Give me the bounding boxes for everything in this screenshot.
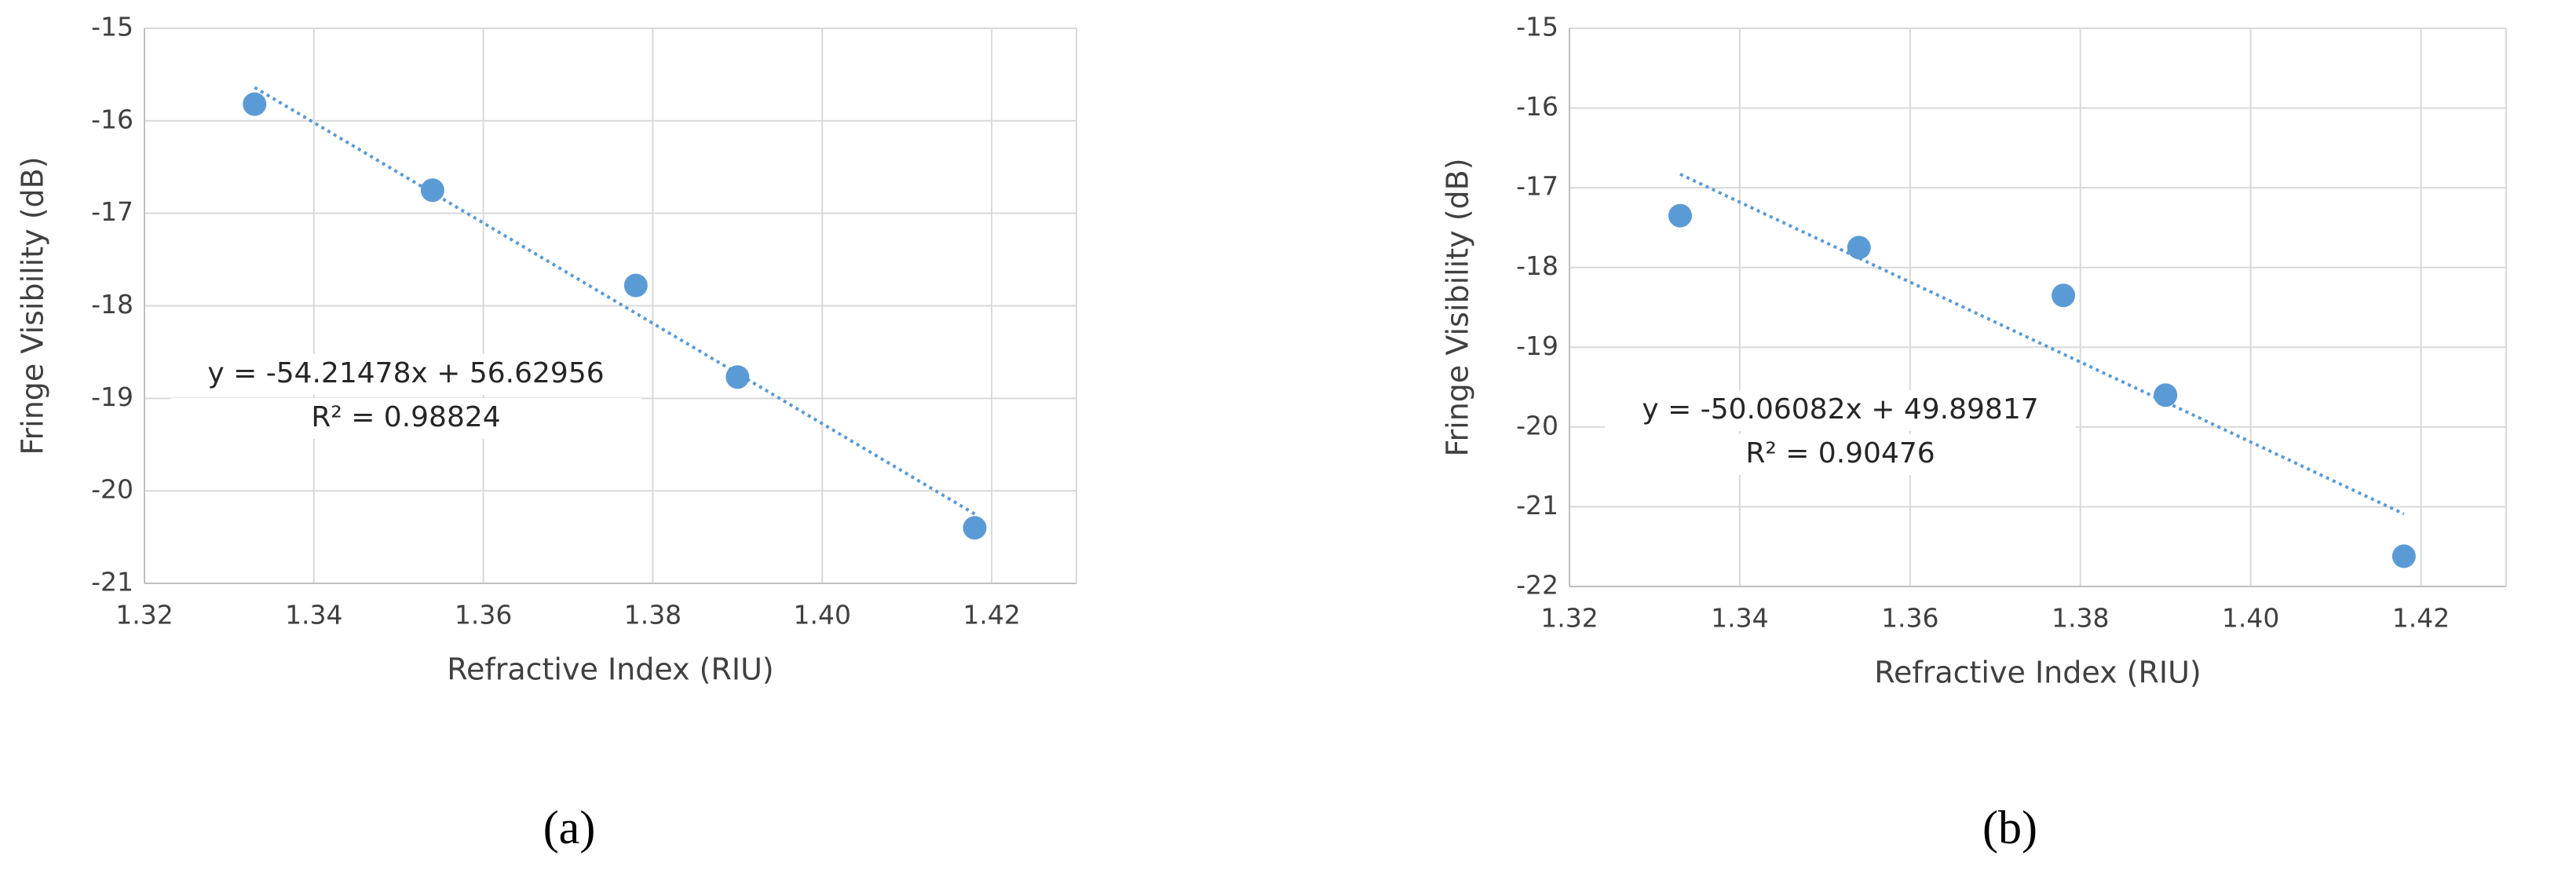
y-axis-title: Fringe Visibility (dB) bbox=[16, 156, 50, 455]
y-tick-label: -15 bbox=[1516, 12, 1558, 42]
x-tick-label: 1.32 bbox=[1540, 603, 1598, 634]
x-tick-label: 1.42 bbox=[963, 600, 1020, 630]
annotation-bg bbox=[170, 398, 641, 439]
point bbox=[420, 178, 444, 203]
y-axis-title: Fringe Visibility (dB) bbox=[1441, 158, 1475, 456]
point bbox=[1847, 236, 1871, 260]
x-tick-label: 1.34 bbox=[1711, 603, 1768, 634]
trendline-equation: R² = 0.98824 bbox=[311, 401, 500, 433]
x-tick-label: 1.42 bbox=[2392, 603, 2450, 634]
trendline bbox=[1679, 173, 2405, 516]
point bbox=[2052, 283, 2076, 308]
x-axis-title: Refractive Index (RIU) bbox=[447, 652, 773, 687]
point bbox=[2391, 544, 2416, 568]
point bbox=[623, 273, 648, 298]
point bbox=[243, 92, 267, 116]
annotation-bg bbox=[170, 354, 641, 395]
point bbox=[2154, 383, 2178, 407]
y-tick-label: -20 bbox=[91, 474, 133, 505]
x-tick-label: 1.38 bbox=[624, 600, 681, 630]
panel-label: (b) bbox=[1982, 802, 2037, 853]
x-tick-label: 1.38 bbox=[2052, 603, 2109, 634]
x-tick-label: 1.40 bbox=[794, 600, 851, 630]
x-tick-label: 1.32 bbox=[115, 600, 173, 630]
point bbox=[1668, 203, 1692, 228]
y-tick-label: -18 bbox=[1516, 250, 1558, 281]
annotation-bg bbox=[1605, 390, 2076, 431]
x-tick-label: 1.36 bbox=[1881, 603, 1938, 634]
trendline bbox=[254, 86, 976, 516]
x-tick-label: 1.34 bbox=[285, 600, 342, 630]
x-tick-label: 1.36 bbox=[455, 600, 512, 630]
annotation-bg bbox=[1605, 434, 2076, 475]
x-axis-title: Refractive Index (RIU) bbox=[1874, 656, 2201, 690]
point bbox=[725, 365, 750, 389]
trendline-equation: y = -54.21478x + 56.62956 bbox=[207, 357, 604, 389]
y-tick-label: -18 bbox=[91, 289, 133, 320]
y-tick-label: -17 bbox=[1516, 171, 1558, 202]
y-tick-label: -20 bbox=[1516, 410, 1558, 440]
x-tick-label: 1.40 bbox=[2222, 603, 2279, 634]
y-tick-label: -22 bbox=[1516, 570, 1558, 601]
y-tick-label: -19 bbox=[91, 382, 133, 412]
trendline-equation: R² = 0.90476 bbox=[1745, 437, 1935, 470]
y-tick-label: -21 bbox=[1516, 490, 1558, 521]
y-tick-label: -16 bbox=[91, 104, 133, 134]
y-tick-label: -17 bbox=[91, 196, 133, 227]
panel-label: (a) bbox=[543, 802, 596, 853]
trendline-equation: y = -50.06082x + 49.89817 bbox=[1642, 393, 2038, 426]
y-tick-label: -16 bbox=[1516, 91, 1558, 122]
y-tick-label: -21 bbox=[91, 567, 133, 597]
y-tick-label: -15 bbox=[91, 12, 133, 42]
y-tick-label: -19 bbox=[1516, 331, 1558, 361]
point bbox=[963, 516, 987, 540]
